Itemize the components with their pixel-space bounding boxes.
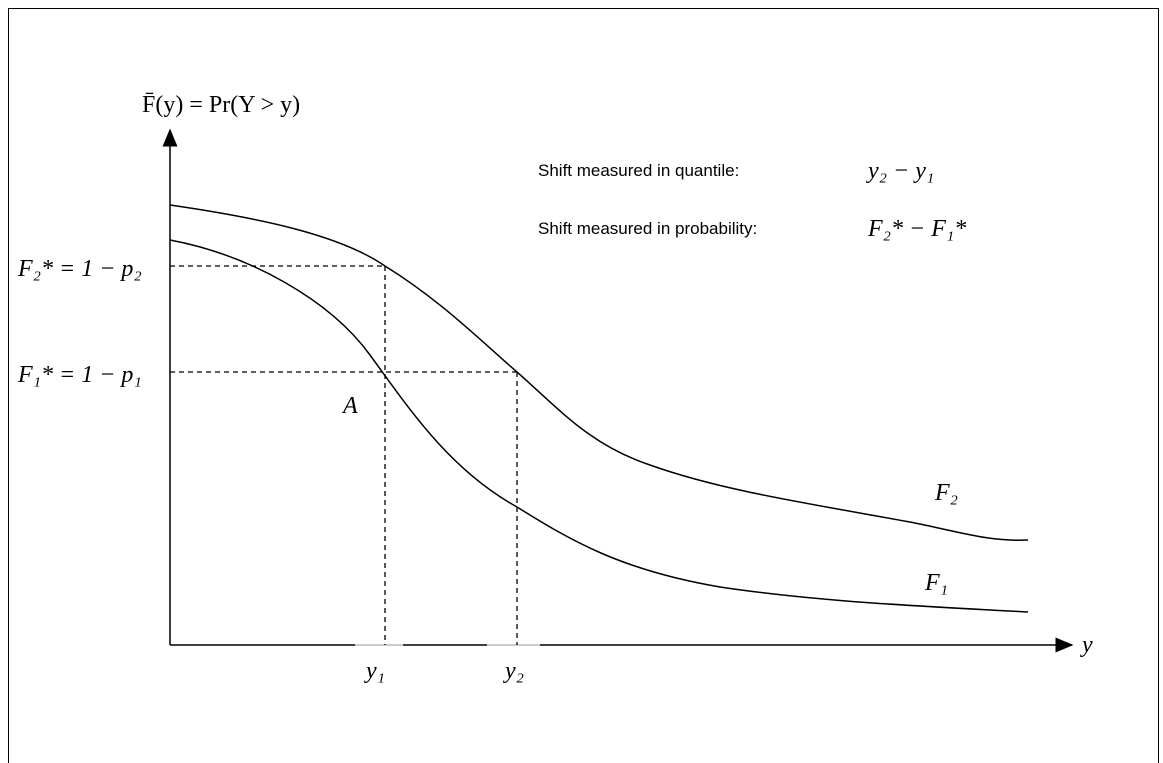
level-label: F₁* = 1 − p₁ xyxy=(17,362,142,388)
y-axis-label: F̄(y) = Pr(Y > y) xyxy=(142,92,300,118)
level-label: F₂* = 1 − p₂ xyxy=(17,256,142,282)
curve-label: F₁ xyxy=(924,570,948,596)
curve-upper xyxy=(169,204,1029,542)
quantile-label: y₂ xyxy=(503,658,524,684)
legend-label: Shift measured in quantile: xyxy=(538,161,739,180)
legend-label: Shift measured in probability: xyxy=(538,219,757,238)
curve-lower xyxy=(169,239,1029,613)
legend-expr: F₂* − F₁* xyxy=(867,216,966,242)
legend-expr: y₂ − y₁ xyxy=(866,158,934,184)
quantile-label: y₁ xyxy=(364,658,385,684)
point-label: A xyxy=(341,393,358,419)
frame xyxy=(8,8,1159,763)
curve-label: F₂ xyxy=(934,480,958,506)
x-axis-label: y xyxy=(1080,632,1093,658)
